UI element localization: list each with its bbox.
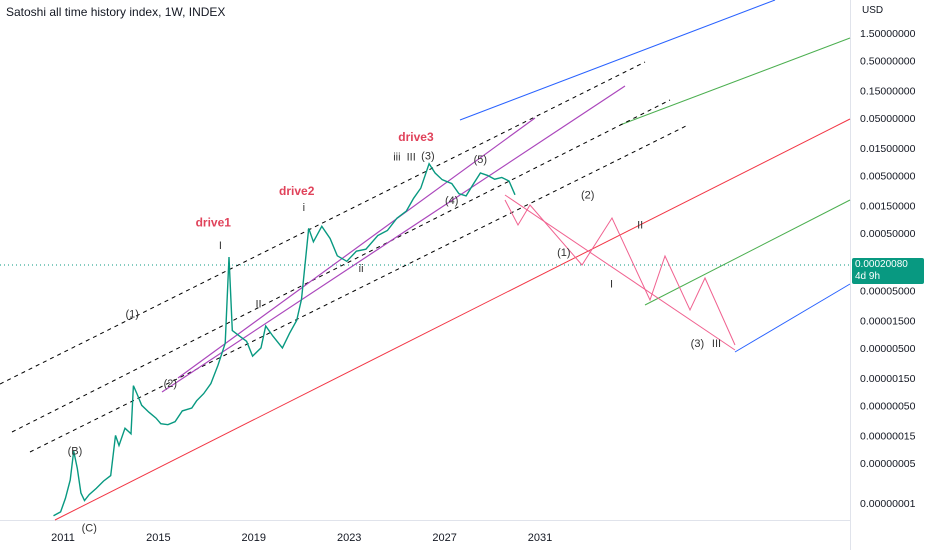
currency-label: USD (862, 5, 884, 16)
wave-label: (B) (68, 445, 83, 457)
dashed-channel-3 (29, 124, 689, 453)
wave-label: drive2 (279, 184, 315, 198)
x-tick-label: 2015 (146, 532, 170, 544)
support-line (54, 118, 851, 521)
x-tick-label: 2011 (51, 532, 75, 544)
dashed-channel-1 (0, 61, 646, 385)
x-tick-label: 2019 (242, 532, 266, 544)
y-tick-label: 0.15000000 (860, 85, 916, 97)
wave-label: (3) (691, 338, 704, 350)
y-tick-label: 0.01500000 (860, 143, 916, 155)
price-series (53, 162, 516, 517)
y-tick-label: 0.05000000 (860, 113, 916, 125)
projection-path (504, 194, 736, 351)
y-tick-label: 0.50000000 (860, 55, 916, 67)
y-tick-label: 0.00000001 (860, 498, 916, 510)
y-tick-label: 0.00150000 (860, 200, 916, 212)
y-tick-label: 1.50000000 (860, 28, 916, 40)
upper-green-line (619, 37, 851, 126)
wave-label: III (407, 152, 416, 164)
wave-label: drive3 (398, 130, 434, 144)
x-tick-label: 2027 (432, 532, 456, 544)
wave-label: i (303, 202, 305, 214)
y-tick-label: 0.00001500 (860, 315, 916, 327)
wave-label: (1) (125, 308, 138, 320)
y-tick-label: 0.00005000 (860, 285, 916, 297)
x-tick-label: 2031 (528, 532, 552, 544)
wave-label: iii (393, 152, 400, 164)
upper-blue-line (459, 0, 776, 121)
trendlines (0, 0, 851, 521)
wave-label: drive1 (196, 215, 232, 229)
y-tick-label: 0.00500000 (860, 170, 916, 182)
wave-label: (2) (164, 378, 177, 390)
projection-trend (504, 194, 736, 351)
y-tick-label: 0.00050000 (860, 228, 916, 240)
purple-line-1 (161, 85, 626, 393)
x-tick-label: 2023 (337, 532, 361, 544)
y-tick-label: 0.00000500 (860, 343, 916, 355)
x-axis: 2011 2015 2019 2023 2027 2031 (51, 532, 552, 544)
y-tick-label: 0.00000150 (860, 373, 916, 385)
projection-zigzag (504, 199, 736, 346)
last-price-value: 0.00020080 (855, 259, 908, 270)
chart-title: Satoshi all time history index, 1W, INDE… (6, 5, 226, 19)
price-line (53, 162, 516, 517)
wave-label: I (219, 240, 222, 252)
y-tick-label: 0.00000005 (860, 458, 916, 470)
wave-label: (2) (581, 189, 594, 201)
wave-label: (C) (82, 522, 97, 534)
wave-label: II (637, 219, 643, 231)
lower-green-line (644, 199, 851, 306)
last-price-badge: 0.00020080 4d 9h (852, 258, 924, 284)
dashed-channel-2 (11, 99, 671, 433)
wave-label: (5) (474, 154, 487, 166)
y-tick-label: 0.00000050 (860, 400, 916, 412)
wave-label: II (256, 299, 262, 311)
wave-label: (1) (557, 247, 570, 259)
wave-label: (4) (445, 195, 458, 207)
wave-label: (3) (421, 150, 434, 162)
wave-label: I (610, 279, 613, 291)
wave-label: ii (359, 263, 364, 275)
lower-blue-line (734, 283, 851, 353)
countdown-label: 4d 9h (855, 271, 881, 282)
y-tick-label: 0.00000015 (860, 430, 916, 442)
wave-label: III (712, 338, 721, 350)
